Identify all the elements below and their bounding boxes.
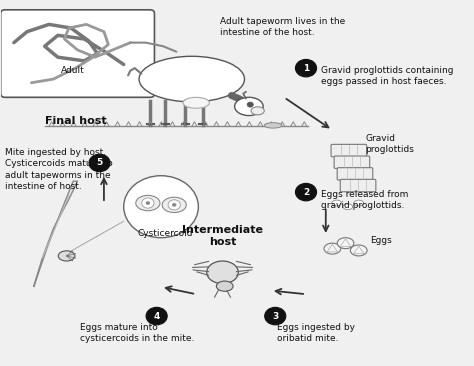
Text: Eggs released from
gravid proglottids.: Eggs released from gravid proglottids.	[321, 190, 409, 210]
Text: Eggs: Eggs	[370, 236, 392, 245]
FancyArrowPatch shape	[101, 179, 107, 200]
Text: 5: 5	[96, 158, 103, 168]
Ellipse shape	[58, 251, 75, 261]
Text: Intermediate
host: Intermediate host	[182, 225, 263, 247]
Circle shape	[168, 200, 181, 210]
Ellipse shape	[324, 243, 341, 254]
FancyBboxPatch shape	[331, 144, 366, 157]
FancyBboxPatch shape	[334, 156, 370, 168]
Ellipse shape	[264, 123, 282, 128]
Text: Gravid proglottids containing
eggs passed in host faeces.: Gravid proglottids containing eggs passe…	[321, 66, 454, 86]
Text: Cysticercoid: Cysticercoid	[137, 229, 193, 238]
Text: Final host: Final host	[45, 116, 106, 126]
Ellipse shape	[162, 197, 186, 213]
Ellipse shape	[350, 245, 367, 256]
Circle shape	[295, 59, 317, 77]
FancyArrowPatch shape	[286, 99, 328, 127]
Ellipse shape	[139, 56, 245, 102]
Text: Gravid
proglottids: Gravid proglottids	[365, 134, 414, 154]
Circle shape	[146, 307, 167, 325]
Circle shape	[264, 307, 286, 325]
Ellipse shape	[217, 281, 233, 291]
FancyBboxPatch shape	[340, 179, 376, 192]
FancyArrowPatch shape	[166, 286, 193, 294]
Circle shape	[89, 154, 110, 172]
Circle shape	[142, 198, 154, 208]
FancyBboxPatch shape	[337, 168, 373, 180]
Ellipse shape	[343, 204, 353, 210]
FancyArrowPatch shape	[323, 209, 328, 231]
Circle shape	[124, 176, 199, 238]
Ellipse shape	[136, 195, 160, 211]
Ellipse shape	[207, 261, 238, 284]
Circle shape	[146, 201, 150, 205]
Text: 1: 1	[303, 64, 309, 72]
Ellipse shape	[354, 200, 364, 206]
Circle shape	[295, 183, 317, 201]
Text: Eggs ingested by
oribatid mite.: Eggs ingested by oribatid mite.	[277, 324, 356, 343]
Text: 2: 2	[303, 188, 309, 197]
Text: Mite ingested by host.
Cysticercoids mature to
adult tapeworms in the
intestine : Mite ingested by host. Cysticercoids mat…	[5, 148, 113, 191]
Polygon shape	[34, 181, 78, 287]
Text: Adult tapeworm lives in the
intestine of the host.: Adult tapeworm lives in the intestine of…	[220, 17, 346, 37]
Text: 3: 3	[272, 311, 278, 321]
FancyBboxPatch shape	[0, 10, 155, 97]
Ellipse shape	[251, 107, 264, 115]
Ellipse shape	[337, 238, 354, 249]
Ellipse shape	[235, 97, 263, 116]
Text: Adult: Adult	[61, 66, 85, 75]
Circle shape	[172, 203, 176, 207]
Text: 4: 4	[154, 311, 160, 321]
Ellipse shape	[332, 200, 342, 206]
FancyArrowPatch shape	[276, 289, 303, 294]
Ellipse shape	[183, 97, 210, 108]
Circle shape	[247, 102, 253, 107]
Text: Eggs mature into
cysticercoids in the mite.: Eggs mature into cysticercoids in the mi…	[80, 324, 194, 343]
